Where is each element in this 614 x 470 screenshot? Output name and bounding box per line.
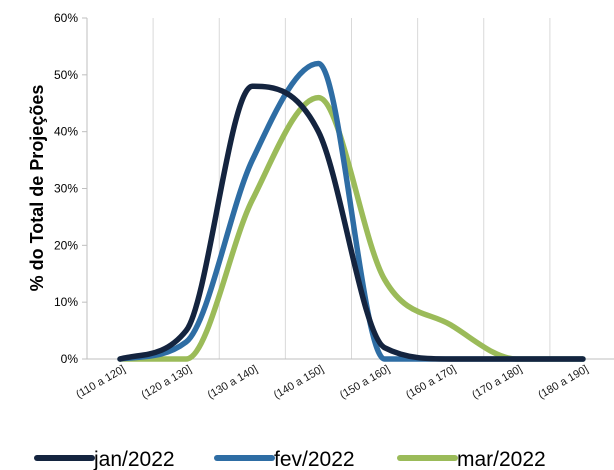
- y-tick-label: 10%: [54, 295, 78, 309]
- y-tick-label: 20%: [54, 238, 78, 252]
- x-tick-label: (180 a 190]: [536, 363, 590, 401]
- x-tick-label: (140 a 150]: [272, 363, 326, 401]
- series-line-jan-2022: [117, 83, 586, 362]
- legend-label: jan/2022: [93, 448, 175, 470]
- legend-label: mar/2022: [457, 448, 546, 470]
- y-axis-label: % do Total de Projeções: [27, 85, 47, 292]
- y-axis-ticks: 0% 10% 20% 30% 40% 50% 60%: [54, 11, 87, 366]
- series-lines: [117, 60, 586, 362]
- gridlines: [152, 18, 551, 359]
- y-tick-label: 30%: [54, 182, 78, 196]
- x-tick-label: (150 a 160]: [338, 363, 392, 401]
- y-tick-label: 0%: [61, 352, 79, 366]
- x-tick-label: (130 a 140]: [206, 363, 260, 401]
- x-axis-ticks: (110 a 120] (120 a 130] (130 a 140] (140 a …: [74, 363, 590, 401]
- legend: jan/2022 fev/2022 mar/2022: [34, 448, 546, 470]
- y-tick-label: 50%: [54, 68, 78, 82]
- legend-label: fev/2022: [274, 448, 355, 470]
- x-tick-label: (120 a 130]: [139, 363, 193, 401]
- x-tick-label: (110 a 120]: [74, 363, 127, 401]
- x-tick-label: (160 a 170]: [404, 363, 458, 401]
- y-tick-label: 60%: [54, 11, 78, 25]
- x-tick-label: (170 a 180]: [470, 363, 524, 401]
- y-tick-label: 40%: [54, 125, 78, 139]
